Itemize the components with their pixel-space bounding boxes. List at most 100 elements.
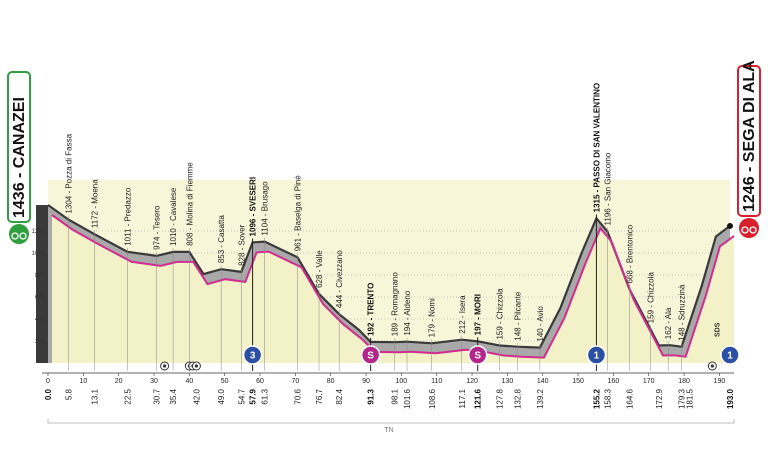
km-label: 57.9 — [249, 388, 258, 404]
bike-wheel-icon — [19, 232, 27, 240]
place-label: 179 - Nomi — [428, 298, 437, 337]
place-label: 159 - Chizzola — [646, 272, 655, 324]
km-label: 193.0 — [726, 388, 735, 409]
place-label: 140 - Avio — [536, 306, 545, 342]
place-label: 1304 - Pozza di Fassa — [64, 133, 73, 213]
km-label: 181.5 — [685, 388, 694, 409]
x-tick-label: 70 — [291, 378, 299, 385]
km-label: 91.3 — [367, 388, 376, 404]
km-label: 61.3 — [261, 388, 270, 404]
x-tick-label: 120 — [466, 378, 478, 385]
start-badge — [7, 71, 31, 223]
x-tick-label: 90 — [362, 378, 370, 385]
place-label: 192 - TRENTO — [367, 283, 376, 336]
place-label: 148 - Sdruzzinà — [678, 284, 687, 341]
feed-zone-icons — [160, 361, 717, 371]
place-label: 159 - Chizzola — [496, 288, 505, 340]
marker-symbol: 1 — [594, 351, 600, 362]
x-tick-label: 50 — [221, 378, 229, 385]
climb-marker — [586, 345, 607, 365]
km-label: 13.1 — [90, 388, 99, 404]
climb-marker — [242, 345, 263, 365]
route-markers: 3 S S 1 1 SDS — [242, 322, 740, 365]
x-tick-label: 160 — [608, 378, 620, 385]
finish-dot — [727, 222, 733, 229]
x-tick-label: 130 — [502, 378, 514, 385]
km-label: 164.6 — [626, 388, 635, 409]
place-label: 1104 - Brusago — [261, 181, 270, 236]
elevation-profile — [36, 204, 735, 363]
bike-wheel-icon — [749, 226, 757, 234]
profile-face — [52, 215, 734, 363]
y-tick-label: 600 — [35, 295, 46, 301]
km-label: 101.6 — [403, 388, 412, 409]
climb-marker — [720, 345, 740, 365]
km-labels: 0.0 5.8 13.1 22.5 30.7 35.4 42.0 49.0 54.7 57.9 61… — [44, 388, 735, 409]
place-label: 444 - Civezzano — [335, 250, 344, 308]
km-label: 42.0 — [192, 388, 201, 404]
x-tick-label: 100 — [396, 378, 408, 385]
place-label: 189 - Romagnano — [391, 272, 400, 337]
place-label: 961 - Baselga di Pinè — [293, 175, 302, 252]
place-label: 194 - Aldeno — [403, 290, 412, 335]
sponsor-label: SDS — [714, 322, 721, 337]
x-tick-label: 30 — [150, 378, 158, 385]
y-tick-label: 800 — [35, 273, 46, 279]
place-label: 1196 - San Giacomo — [603, 152, 612, 225]
profile-ridge — [47, 204, 731, 349]
x-tick-label: 10 — [79, 378, 87, 385]
place-label: 162 - Ala — [664, 307, 673, 339]
place-label: 1315 - PASSO DI SAN VALENTINO — [592, 83, 601, 213]
km-label: 179.3 — [678, 388, 687, 409]
distance-axis: 0 10 20 30 40 50 60 70 80 90 100 110 120 130 140 150 160… — [42, 372, 735, 434]
y-tick-label: 1200 — [32, 229, 46, 235]
place-label: 1010 - Cavalese — [169, 187, 178, 246]
km-label: 30.7 — [152, 388, 161, 404]
x-tick-label: 140 — [537, 378, 549, 385]
place-leader-lines — [68, 214, 682, 371]
x-tick-label: 170 — [643, 378, 655, 385]
road-line — [51, 214, 735, 359]
km-label: 139.2 — [536, 388, 545, 409]
place-labels: 1304 - Pozza di Fassa 1172 - Moena 1011 - … — [64, 83, 686, 342]
region-label: TN — [384, 427, 393, 434]
x-tick-label: 0 — [46, 378, 50, 385]
place-label: 628 - Valle — [315, 250, 324, 288]
km-label: 5.8 — [64, 388, 73, 400]
finish-badge — [737, 65, 761, 217]
km-label: 54.7 — [237, 388, 246, 404]
place-label: 1172 - Moena — [90, 179, 99, 228]
x-tick-label: 150 — [572, 378, 584, 385]
marker-symbol: 1 — [727, 351, 733, 362]
km-label: 121.6 — [474, 388, 483, 409]
finish-label: 1246 - SEGA DI ALA — [741, 60, 758, 212]
km-label: 98.1 — [391, 388, 400, 404]
place-label: 974 - Tesero — [152, 205, 161, 250]
km-label: 158.3 — [603, 388, 612, 409]
start-finish-badges: 1436 - CANAZEI 1246 - SEGA DI ALA — [7, 60, 761, 244]
start-label: 1436 - CANAZEI — [11, 97, 28, 218]
marker-symbol: S — [367, 351, 374, 362]
km-label: 108.6 — [428, 388, 437, 409]
start-wall — [36, 205, 48, 363]
km-label: 22.5 — [124, 388, 133, 404]
marker-symbol: S — [474, 351, 481, 362]
y-tick-label: 200 — [35, 339, 46, 345]
x-tick-label: 80 — [327, 378, 335, 385]
km-label: 82.4 — [335, 388, 344, 404]
feed-icon-dot — [194, 364, 199, 368]
km-label: 155.2 — [592, 388, 601, 409]
feed-icon-dot — [710, 364, 714, 368]
km-label: 117.1 — [458, 388, 467, 408]
bike-wheel-icon — [741, 226, 749, 234]
km-label: 35.4 — [169, 388, 178, 404]
place-label: 853 - Casatta — [217, 215, 226, 264]
km-label: 172.9 — [655, 388, 664, 409]
x-tick-label: 190 — [714, 378, 726, 385]
km-label: 132.8 — [513, 388, 522, 409]
km-label: 127.8 — [496, 388, 505, 409]
x-tick-label: 20 — [115, 378, 123, 385]
km-label: 0.0 — [44, 388, 53, 400]
bike-wheel-icon — [11, 232, 19, 240]
